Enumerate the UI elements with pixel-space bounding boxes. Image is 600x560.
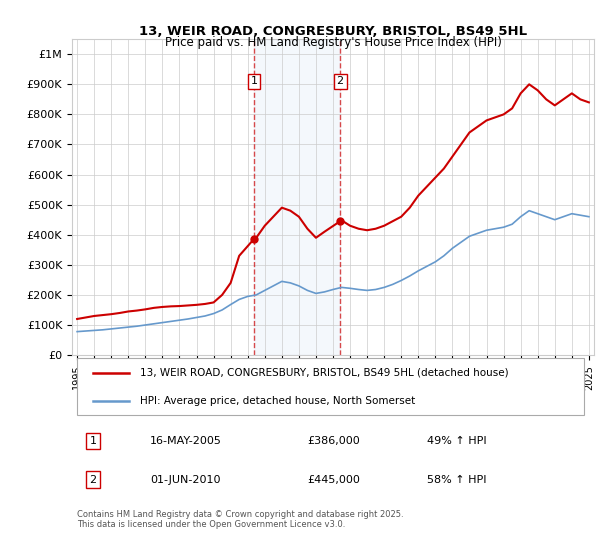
Text: 16-MAY-2005: 16-MAY-2005 [151, 436, 222, 446]
Text: 1: 1 [89, 436, 97, 446]
Text: 2: 2 [337, 76, 344, 86]
Text: 13, WEIR ROAD, CONGRESBURY, BRISTOL, BS49 5HL: 13, WEIR ROAD, CONGRESBURY, BRISTOL, BS4… [139, 25, 527, 38]
Text: 01-JUN-2010: 01-JUN-2010 [151, 475, 221, 485]
Text: Price paid vs. HM Land Registry's House Price Index (HPI): Price paid vs. HM Land Registry's House … [164, 36, 502, 49]
Text: 13, WEIR ROAD, CONGRESBURY, BRISTOL, BS49 5HL (detached house): 13, WEIR ROAD, CONGRESBURY, BRISTOL, BS4… [140, 368, 508, 378]
Text: 49% ↑ HPI: 49% ↑ HPI [427, 436, 487, 446]
Text: 58% ↑ HPI: 58% ↑ HPI [427, 475, 487, 485]
Text: 2: 2 [89, 475, 97, 485]
Text: Contains HM Land Registry data © Crown copyright and database right 2025.
This d: Contains HM Land Registry data © Crown c… [77, 510, 404, 529]
Text: HPI: Average price, detached house, North Somerset: HPI: Average price, detached house, Nort… [140, 395, 415, 405]
Bar [254, 39, 340, 355]
Text: £386,000: £386,000 [307, 436, 359, 446]
Text: 1: 1 [251, 76, 257, 86]
FancyBboxPatch shape [77, 358, 584, 415]
Text: £445,000: £445,000 [307, 475, 360, 485]
